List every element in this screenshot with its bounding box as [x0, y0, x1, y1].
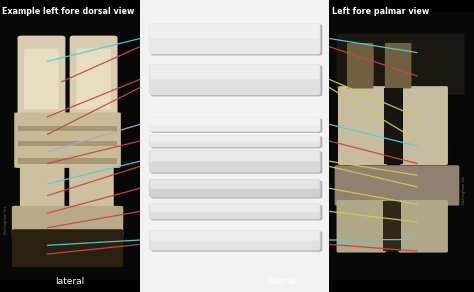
FancyBboxPatch shape: [150, 24, 319, 39]
Text: Example left fore dorsal view: Example left fore dorsal view: [2, 7, 135, 16]
FancyBboxPatch shape: [356, 49, 374, 80]
FancyBboxPatch shape: [151, 136, 322, 148]
FancyBboxPatch shape: [150, 118, 319, 125]
FancyBboxPatch shape: [14, 112, 121, 168]
FancyBboxPatch shape: [151, 65, 322, 96]
FancyBboxPatch shape: [150, 204, 319, 212]
Bar: [0, 12, 140, 280]
Bar: [329, 12, 474, 280]
FancyBboxPatch shape: [149, 117, 320, 132]
FancyBboxPatch shape: [12, 206, 123, 238]
FancyBboxPatch shape: [149, 135, 320, 147]
FancyBboxPatch shape: [149, 150, 320, 173]
FancyBboxPatch shape: [149, 230, 320, 251]
FancyBboxPatch shape: [12, 229, 123, 267]
FancyBboxPatch shape: [18, 36, 65, 119]
Bar: [384, 88, 403, 164]
FancyBboxPatch shape: [69, 159, 114, 212]
Bar: [18, 141, 117, 146]
FancyBboxPatch shape: [338, 86, 388, 165]
FancyBboxPatch shape: [150, 65, 319, 79]
FancyBboxPatch shape: [150, 231, 319, 241]
FancyBboxPatch shape: [151, 231, 322, 252]
Bar: [383, 201, 401, 251]
FancyBboxPatch shape: [400, 86, 448, 165]
FancyBboxPatch shape: [24, 48, 59, 109]
Text: Nottingham Vet: Nottingham Vet: [4, 206, 8, 234]
FancyBboxPatch shape: [385, 43, 411, 88]
FancyBboxPatch shape: [337, 200, 386, 253]
FancyBboxPatch shape: [151, 24, 322, 55]
Text: lateral: lateral: [267, 277, 297, 286]
FancyBboxPatch shape: [70, 36, 118, 119]
Bar: [18, 158, 117, 164]
Bar: [140, 0, 329, 292]
FancyBboxPatch shape: [347, 43, 374, 88]
FancyBboxPatch shape: [150, 135, 319, 142]
FancyBboxPatch shape: [151, 118, 322, 133]
FancyBboxPatch shape: [335, 165, 459, 206]
Text: Nottingham Vet: Nottingham Vet: [462, 176, 465, 204]
FancyBboxPatch shape: [151, 205, 322, 220]
Text: Left fore palmar view: Left fore palmar view: [332, 7, 429, 16]
FancyBboxPatch shape: [76, 48, 111, 109]
FancyBboxPatch shape: [151, 180, 322, 199]
FancyBboxPatch shape: [149, 179, 320, 197]
FancyBboxPatch shape: [151, 151, 322, 174]
FancyBboxPatch shape: [398, 200, 448, 253]
FancyBboxPatch shape: [149, 204, 320, 219]
FancyBboxPatch shape: [150, 151, 319, 161]
FancyBboxPatch shape: [149, 64, 320, 95]
Bar: [18, 126, 117, 131]
FancyBboxPatch shape: [150, 180, 319, 189]
Text: lateral: lateral: [55, 277, 85, 286]
FancyBboxPatch shape: [337, 34, 465, 95]
FancyBboxPatch shape: [149, 23, 320, 54]
FancyBboxPatch shape: [20, 159, 64, 212]
